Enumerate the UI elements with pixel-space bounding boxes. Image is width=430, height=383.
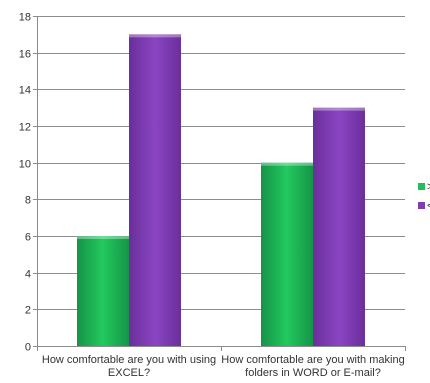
- legend-label: >: [427, 181, 430, 193]
- y-tick-label: 2: [25, 305, 31, 317]
- y-tick-label: 12: [19, 122, 31, 134]
- x-category-label: How comfortable are you with making: [221, 354, 404, 366]
- bar-highlight: [313, 107, 365, 111]
- legend-label: <: [427, 200, 430, 212]
- legend-swatch: [418, 202, 425, 209]
- y-axis: 0 2 4 6 8 10 12 14 16 18: [19, 12, 38, 354]
- y-tick-label: 18: [19, 12, 31, 24]
- bar-series1-cat2: [261, 162, 313, 346]
- bar-series2-cat2: [313, 107, 365, 347]
- bars: [77, 34, 365, 347]
- legend: ><: [418, 181, 430, 212]
- bar-series1-cat1: [77, 236, 129, 346]
- y-tick-label: 10: [19, 159, 31, 171]
- y-tick-label: 6: [25, 232, 31, 244]
- y-tick-label: 0: [25, 342, 31, 354]
- bar-highlight: [77, 236, 129, 239]
- y-tick-label: 14: [19, 85, 31, 97]
- y-tick-label: 4: [25, 269, 31, 281]
- bar-highlight: [129, 34, 181, 38]
- x-category-label: How comfortable are you with using: [42, 354, 216, 366]
- bar-series2-cat1: [129, 34, 181, 346]
- bar-highlight: [261, 162, 313, 166]
- y-tick-label: 8: [25, 195, 31, 207]
- x-category-label: folders in WORD or E-mail?: [245, 367, 381, 379]
- x-category-label: EXCEL?: [108, 367, 150, 379]
- y-tick-label: 16: [19, 49, 31, 61]
- x-axis: How comfortable are you with usingEXCEL?…: [37, 346, 406, 379]
- legend-swatch: [418, 183, 425, 190]
